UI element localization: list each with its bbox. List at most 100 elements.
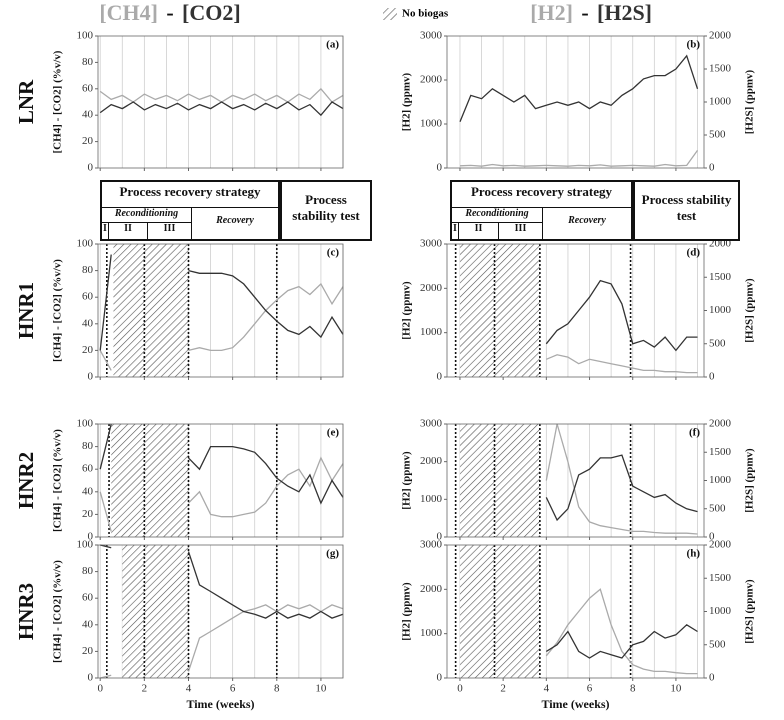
- y-tick-label: 3000: [420, 30, 443, 42]
- y2-tick-label: 1500: [709, 446, 732, 458]
- y2-tick-label: 2000: [709, 418, 732, 430]
- recovery-label: Recovery: [543, 207, 631, 239]
- reconditioning-label: Reconditioning: [452, 207, 543, 223]
- y-tick-label: 2000: [420, 583, 443, 595]
- strategy-box: Process recovery strategy Reconditioning…: [450, 180, 633, 241]
- y2-axis-title: [H2S] (ppmv): [744, 278, 756, 343]
- y-tick-label: 40: [82, 109, 94, 121]
- x-tick-label: 10: [670, 683, 682, 695]
- y-tick-label: 20: [82, 645, 94, 657]
- y2-tick-label: 500: [709, 502, 726, 514]
- y-tick-label: 20: [82, 508, 94, 520]
- x-tick-label: 10: [315, 683, 327, 695]
- stage-label: III: [148, 223, 192, 239]
- series-line: [100, 604, 344, 679]
- y-axis-title: [CH4] - [CO2] (%v/v): [52, 560, 64, 663]
- y-tick-label: 100: [77, 238, 94, 250]
- y2-tick-label: 500: [709, 337, 726, 349]
- panel-label: (e): [327, 427, 340, 439]
- y-tick-label: 2000: [420, 282, 443, 294]
- y2-tick-label: 500: [709, 638, 726, 650]
- x-tick-label: 2: [500, 683, 506, 695]
- x-tick-label: 2: [142, 683, 148, 695]
- strategy-title: Process recovery strategy: [119, 184, 261, 199]
- y-tick-label: 80: [82, 56, 94, 68]
- y2-tick-label: 2000: [709, 539, 732, 551]
- y-tick-label: 100: [77, 539, 94, 551]
- y-tick-label: 60: [82, 463, 94, 475]
- y-tick-label: 60: [82, 592, 94, 604]
- y2-tick-label: 0: [709, 371, 715, 383]
- panel-label: (b): [687, 39, 701, 51]
- stability-box: Process stability test: [633, 180, 740, 241]
- y-axis-title: [CH4] - [CO2] (%v/v): [52, 429, 64, 532]
- series-line: [99, 423, 344, 505]
- y-tick-label: 20: [82, 135, 94, 147]
- series-line: [459, 150, 699, 167]
- y2-tick-label: 1000: [709, 304, 732, 316]
- y-tick-label: 100: [77, 418, 94, 430]
- y-tick-label: 0: [88, 672, 94, 684]
- y-tick-label: 2000: [420, 74, 443, 86]
- y-axis-title: [H2] (ppmv): [401, 582, 413, 641]
- x-tick-label: 4: [186, 683, 192, 695]
- strategy-box: Process recovery strategy Reconditioning…: [100, 180, 280, 241]
- series-line: [100, 544, 344, 619]
- reconditioning-label: Reconditioning: [102, 207, 192, 223]
- y-tick-label: 2000: [420, 455, 443, 467]
- y-tick-label: 60: [82, 82, 94, 94]
- y-axis-title: [H2] (ppmv): [401, 281, 413, 340]
- y-tick-label: 1000: [420, 493, 443, 505]
- series-line: [545, 588, 698, 675]
- y-tick-label: 0: [437, 672, 443, 684]
- no-biogas-legend: No biogas: [402, 8, 449, 20]
- series-line: [459, 54, 699, 123]
- no-biogas-region: [459, 424, 540, 537]
- y-tick-label: 1000: [420, 627, 443, 639]
- legend-entry: [H2S]: [597, 0, 652, 25]
- x-axis-title: Time (weeks): [541, 697, 609, 711]
- y2-tick-label: 1500: [709, 271, 732, 283]
- stage-label: II: [459, 223, 499, 239]
- x-axis-title: Time (weeks): [186, 697, 254, 711]
- series-line: [545, 623, 698, 659]
- series-line: [99, 456, 344, 532]
- stage-label: II: [109, 223, 148, 239]
- strategy-title: Process recovery strategy: [470, 184, 612, 199]
- y-axis-title: [CH4] - [CO2] (%v/v): [52, 259, 64, 362]
- x-tick-label: 6: [230, 683, 236, 695]
- row-label: HNR3: [14, 583, 38, 640]
- legend-entry: [CH4]: [99, 0, 158, 25]
- y-tick-label: 20: [82, 344, 94, 356]
- row-label: HNR1: [14, 282, 38, 339]
- series-line: [99, 101, 344, 117]
- no-biogas-region: [459, 244, 540, 377]
- y2-axis-title: [H2S] (ppmv): [744, 69, 756, 134]
- no-biogas-region: [111, 424, 189, 537]
- y-tick-label: 0: [88, 371, 94, 383]
- legend-separator: -: [166, 0, 173, 25]
- plot-frame: [97, 35, 344, 169]
- y-tick-label: 80: [82, 565, 94, 577]
- panel-label: (c): [327, 247, 340, 259]
- series-line: [545, 454, 698, 522]
- series-line: [545, 423, 698, 535]
- panel-label: (g): [326, 548, 339, 560]
- y2-tick-label: 0: [709, 162, 715, 174]
- stability-box: Process stability test: [280, 180, 372, 241]
- no-biogas-swatch: [383, 8, 397, 20]
- y-tick-label: 40: [82, 317, 94, 329]
- y-tick-label: 40: [82, 618, 94, 630]
- y-tick-label: 0: [437, 162, 443, 174]
- y2-tick-label: 2000: [709, 30, 732, 42]
- plot-frame: [97, 544, 344, 679]
- y2-tick-label: 1000: [709, 605, 732, 617]
- y2-tick-label: 0: [709, 531, 715, 543]
- y2-tick-label: 1000: [709, 96, 732, 108]
- y-axis-title: [CH4] - [CO2] (%v/v): [52, 50, 64, 153]
- y-tick-label: 40: [82, 485, 94, 497]
- series-line: [546, 354, 698, 374]
- y-tick-label: 0: [88, 162, 94, 174]
- panel-label: (h): [687, 548, 701, 560]
